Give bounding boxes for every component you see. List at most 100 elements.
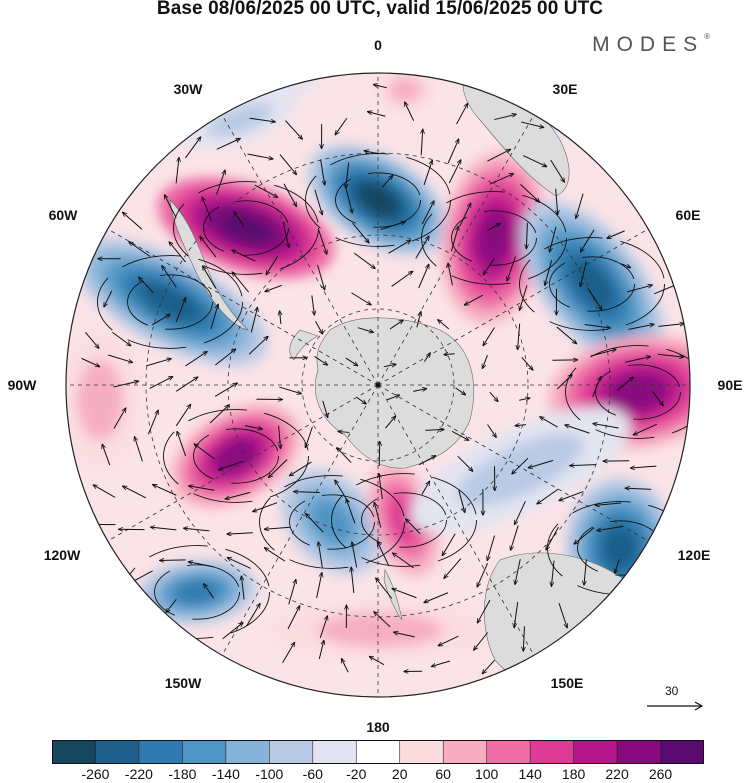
colorbar-tick-label: 140 bbox=[518, 766, 542, 782]
meridian-line bbox=[377, 228, 649, 386]
streamline bbox=[335, 172, 421, 228]
wind-arrow bbox=[356, 397, 366, 404]
wind-arrow bbox=[507, 256, 516, 281]
wind-arrow bbox=[512, 457, 529, 474]
wind-arrow bbox=[319, 616, 327, 639]
streamline bbox=[259, 475, 405, 569]
wind-arrow bbox=[279, 425, 281, 449]
wind-arrow bbox=[521, 356, 533, 370]
wind-arrow bbox=[526, 222, 527, 249]
wind-arrow bbox=[225, 491, 251, 499]
wind-arrow bbox=[385, 416, 395, 429]
vector-scale-arrow bbox=[647, 701, 704, 711]
wind-arrow bbox=[134, 437, 143, 462]
wind-arrow bbox=[283, 183, 297, 207]
wind-arrow bbox=[185, 351, 208, 367]
wind-arrow bbox=[405, 519, 421, 534]
wind-arrow bbox=[149, 377, 173, 389]
wind-arrow bbox=[459, 203, 471, 227]
colorbar-segment bbox=[616, 740, 662, 764]
wind-arrow bbox=[232, 272, 250, 293]
wind-arrow bbox=[247, 153, 274, 159]
wind-arrow bbox=[214, 383, 237, 397]
wind-arrow bbox=[241, 576, 245, 600]
streamline bbox=[154, 564, 240, 620]
new-zealand bbox=[383, 569, 403, 621]
wind-arrow bbox=[202, 197, 213, 222]
wind-arrow bbox=[194, 444, 215, 460]
anomaly-contour bbox=[316, 612, 444, 648]
wind-arrow bbox=[294, 492, 320, 493]
wind-arrow bbox=[521, 121, 544, 128]
wind-arrow bbox=[368, 112, 386, 117]
colorbar-tick-label: 260 bbox=[648, 766, 673, 782]
wind-arrow bbox=[164, 195, 177, 219]
anomaly-contour bbox=[477, 210, 511, 266]
wind-arrow bbox=[139, 277, 154, 294]
wind-arrow bbox=[374, 612, 391, 628]
wind-arrow bbox=[487, 149, 510, 162]
anomaly-contour bbox=[456, 433, 584, 507]
wind-arrow bbox=[431, 660, 451, 666]
colorbar-segment bbox=[573, 740, 618, 764]
wind-arrow bbox=[146, 359, 171, 367]
colorbar-segment bbox=[442, 740, 488, 764]
wind-arrow bbox=[556, 188, 558, 215]
wind-arrow bbox=[376, 578, 393, 599]
wind-arrow bbox=[477, 562, 489, 587]
wind-arrow bbox=[416, 312, 421, 328]
colorbar-tick-label: 100 bbox=[474, 766, 499, 782]
wind-arrow bbox=[550, 159, 565, 182]
wind-arrow bbox=[482, 355, 488, 368]
lon-label-0: 0 bbox=[374, 37, 382, 53]
wind-arrow bbox=[540, 417, 558, 428]
colorbar-tick-label: -220 bbox=[124, 766, 153, 782]
wind-arrow bbox=[448, 160, 461, 184]
wind-arrow bbox=[93, 485, 116, 498]
anomaly-contour bbox=[602, 525, 638, 571]
wind-arrow bbox=[346, 162, 350, 188]
streamline bbox=[127, 274, 213, 330]
wind-arrow bbox=[338, 431, 350, 432]
brand-name: MODES bbox=[592, 33, 705, 56]
wind-arrow bbox=[379, 473, 383, 500]
wind-arrow bbox=[85, 331, 98, 348]
wind-arrow bbox=[234, 212, 244, 226]
wind-arrow bbox=[227, 558, 252, 569]
wind-arrow bbox=[311, 295, 315, 315]
wind-arrow bbox=[151, 314, 170, 326]
wind-arrow bbox=[185, 137, 200, 159]
wind-arrow bbox=[487, 424, 497, 438]
colorbar-tick-label: -140 bbox=[211, 766, 240, 782]
wind-arrow bbox=[438, 635, 459, 646]
wind-arrow bbox=[546, 526, 559, 550]
wind-arrow bbox=[200, 237, 217, 258]
wind-arrow bbox=[593, 424, 619, 429]
anomaly-contour bbox=[217, 211, 275, 245]
wind-arrow bbox=[268, 459, 288, 477]
wind-arrow bbox=[345, 357, 358, 366]
colorbar-tick-label: -100 bbox=[255, 766, 284, 782]
colorbar-segment bbox=[486, 740, 531, 764]
wind-arrow bbox=[392, 589, 417, 599]
streamline bbox=[565, 345, 690, 439]
wind-arrow bbox=[346, 499, 356, 524]
wind-arrow bbox=[657, 353, 684, 357]
meridian-line bbox=[377, 384, 649, 542]
wind-arrow bbox=[421, 201, 434, 225]
wind-arrow bbox=[351, 567, 355, 594]
wind-arrow bbox=[150, 527, 177, 531]
streamline bbox=[305, 153, 451, 247]
wind-arrow bbox=[487, 223, 500, 231]
south-america bbox=[169, 199, 250, 331]
wind-arrow bbox=[607, 230, 625, 238]
wind-arrow bbox=[464, 294, 484, 305]
wind-arrow bbox=[615, 559, 620, 573]
wind-arrow bbox=[81, 357, 100, 366]
wind-arrow bbox=[352, 222, 369, 243]
wind-arrow bbox=[580, 261, 587, 286]
antarctica bbox=[315, 317, 475, 469]
wind-arrow bbox=[494, 114, 516, 121]
wind-arrow bbox=[305, 513, 324, 533]
wind-arrow bbox=[576, 193, 584, 219]
